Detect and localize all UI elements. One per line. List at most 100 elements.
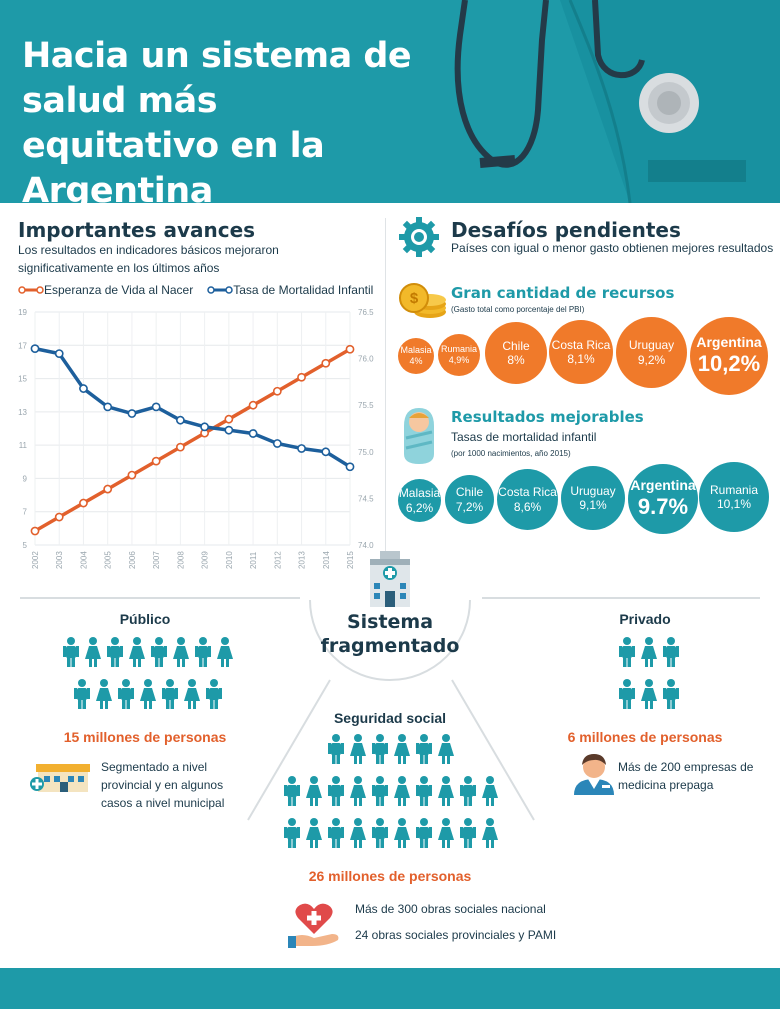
avances-subtitle: Los resultados en indicadores básicos me… — [18, 243, 279, 275]
publico-title: Público — [119, 611, 171, 627]
y-left-tick-label: 17 — [18, 341, 27, 350]
privado-desc: Más de 200 empresas de medicina prepaga — [618, 760, 754, 792]
legend-label-mortalidad: Tasa de Mortalidad Infantil — [233, 283, 374, 297]
svg-text:$: $ — [410, 290, 419, 307]
country-value: 9.7% — [637, 494, 689, 520]
heart-hand-icon — [288, 903, 339, 948]
x-tick-label: 2005 — [104, 551, 113, 569]
person-icon — [393, 776, 411, 812]
y-right-tick-label: 76.5 — [358, 308, 374, 317]
resultados-circle-chile: Chile 7,2% — [445, 475, 494, 524]
seguridad-desc1: Más de 300 obras sociales nacional — [355, 902, 546, 916]
person-icon — [437, 776, 455, 812]
avances-title: Importantes avances — [18, 218, 256, 242]
country-name: Chile — [502, 338, 530, 353]
sistema-line1: Sistema — [346, 611, 434, 633]
doctor-icon — [574, 754, 614, 795]
y-left-tick-label: 11 — [19, 441, 28, 450]
y-right-tick-label: 75.5 — [358, 401, 374, 410]
person-icon — [106, 637, 124, 673]
person-icon — [662, 679, 680, 715]
person-icon — [305, 776, 323, 812]
series-point-1 — [175, 415, 185, 425]
recursos-title: Gran cantidad de recursos — [451, 284, 675, 302]
person-icon — [84, 637, 102, 673]
person-icon — [95, 679, 113, 715]
person-icon — [62, 637, 80, 673]
x-tick-label: 2015 — [346, 551, 355, 569]
series-point-1 — [30, 344, 40, 354]
y-right-tick-label: 75.0 — [358, 448, 374, 457]
recursos-circle-uruguay: Uruguay 9,2% — [616, 317, 687, 388]
country-value: 4,9% — [448, 355, 470, 365]
y-left-tick-label: 9 — [23, 474, 28, 483]
series-point-1 — [272, 439, 282, 448]
person-icon — [415, 776, 433, 812]
country-name: Argentina — [696, 334, 762, 351]
country-name: Uruguay — [570, 483, 616, 498]
country-value: 9,2% — [637, 352, 666, 367]
country-name: Rumania — [440, 344, 478, 355]
y-left-tick-label: 19 — [18, 308, 27, 317]
person-icon — [349, 734, 367, 770]
resultados-circle-argentina: Argentina 9.7% — [628, 464, 698, 534]
sistema-center-title: Sistema fragmentado — [310, 610, 470, 658]
baby-icon — [404, 408, 434, 464]
person-icon — [481, 818, 499, 854]
publico-people-grid — [58, 637, 238, 721]
x-tick-label: 2003 — [55, 551, 64, 569]
series-point-0 — [127, 470, 137, 480]
country-value: 6,2% — [405, 500, 434, 515]
series-point-1 — [103, 402, 113, 412]
legend-item-mortalidad: Tasa de Mortalidad Infantil — [207, 283, 373, 297]
series-point-1 — [321, 447, 331, 457]
x-tick-label: 2012 — [273, 551, 282, 569]
series-point-0 — [151, 456, 161, 466]
page-title: Hacia un sistema de salud más equitativo… — [22, 36, 412, 203]
stethoscope-icon — [454, 0, 780, 203]
person-icon — [150, 637, 168, 673]
series-point-0 — [175, 442, 185, 452]
person-icon — [640, 637, 658, 673]
desafios-subtitle: Países con igual o menor gasto obtienen … — [451, 241, 774, 255]
person-icon — [128, 637, 146, 673]
country-name: Uruguay — [628, 338, 675, 353]
y-right-tick-label: 74.5 — [358, 494, 374, 503]
person-icon — [349, 818, 367, 854]
recursos-circle-chile: Chile 8% — [485, 322, 547, 384]
x-tick-label: 2007 — [152, 551, 161, 569]
resultados-subtitle: Tasas de mortalidad infantil — [451, 430, 597, 444]
resultados-circle-rumania: Rumania 10,1% — [699, 462, 769, 532]
resultados-note: (por 1000 nacimientos, año 2015) — [451, 449, 571, 458]
recursos-circle-argentina: Argentina 10,2% — [690, 317, 768, 395]
series-point-1 — [79, 384, 88, 393]
privado-persons: 6 millones de personas — [567, 729, 723, 745]
x-tick-label: 2014 — [322, 551, 331, 569]
person-icon — [371, 734, 389, 770]
privado-title: Privado — [619, 611, 671, 627]
country-value: 10,1% — [716, 497, 752, 511]
country-value: 10,2% — [697, 351, 761, 377]
person-icon — [371, 776, 389, 812]
country-value: 8,6% — [513, 499, 542, 514]
person-icon — [117, 679, 135, 715]
y-left-tick-label: 5 — [23, 541, 28, 550]
x-tick-label: 2011 — [249, 551, 258, 569]
publico-persons: 15 millones de personas — [63, 729, 227, 745]
series-point-1 — [248, 429, 258, 438]
y-left-tick-label: 13 — [18, 408, 27, 417]
recursos-circle-costa-rica: Costa Rica 8,1% — [549, 320, 613, 384]
clinic-building-icon — [30, 764, 90, 792]
person-icon — [349, 776, 367, 812]
sistema-line2: fragmentado — [320, 635, 460, 657]
recursos-circle-malasia: Malasia 4% — [398, 338, 434, 374]
resultados-title: Resultados mejorables — [451, 408, 644, 426]
hospital-icon — [370, 551, 410, 607]
country-value: 7,2% — [455, 499, 484, 514]
seguridad-desc2: 24 obras sociales provinciales y PAMI — [355, 928, 557, 942]
person-icon — [415, 734, 433, 770]
person-icon — [393, 734, 411, 770]
line-chart: 5 7 9 11 13 15 17 19 74.0 74.5 75.0 75.5 76.0 76.5 200… — [18, 308, 374, 569]
country-value: 8,1% — [567, 352, 595, 366]
person-icon — [327, 734, 345, 770]
